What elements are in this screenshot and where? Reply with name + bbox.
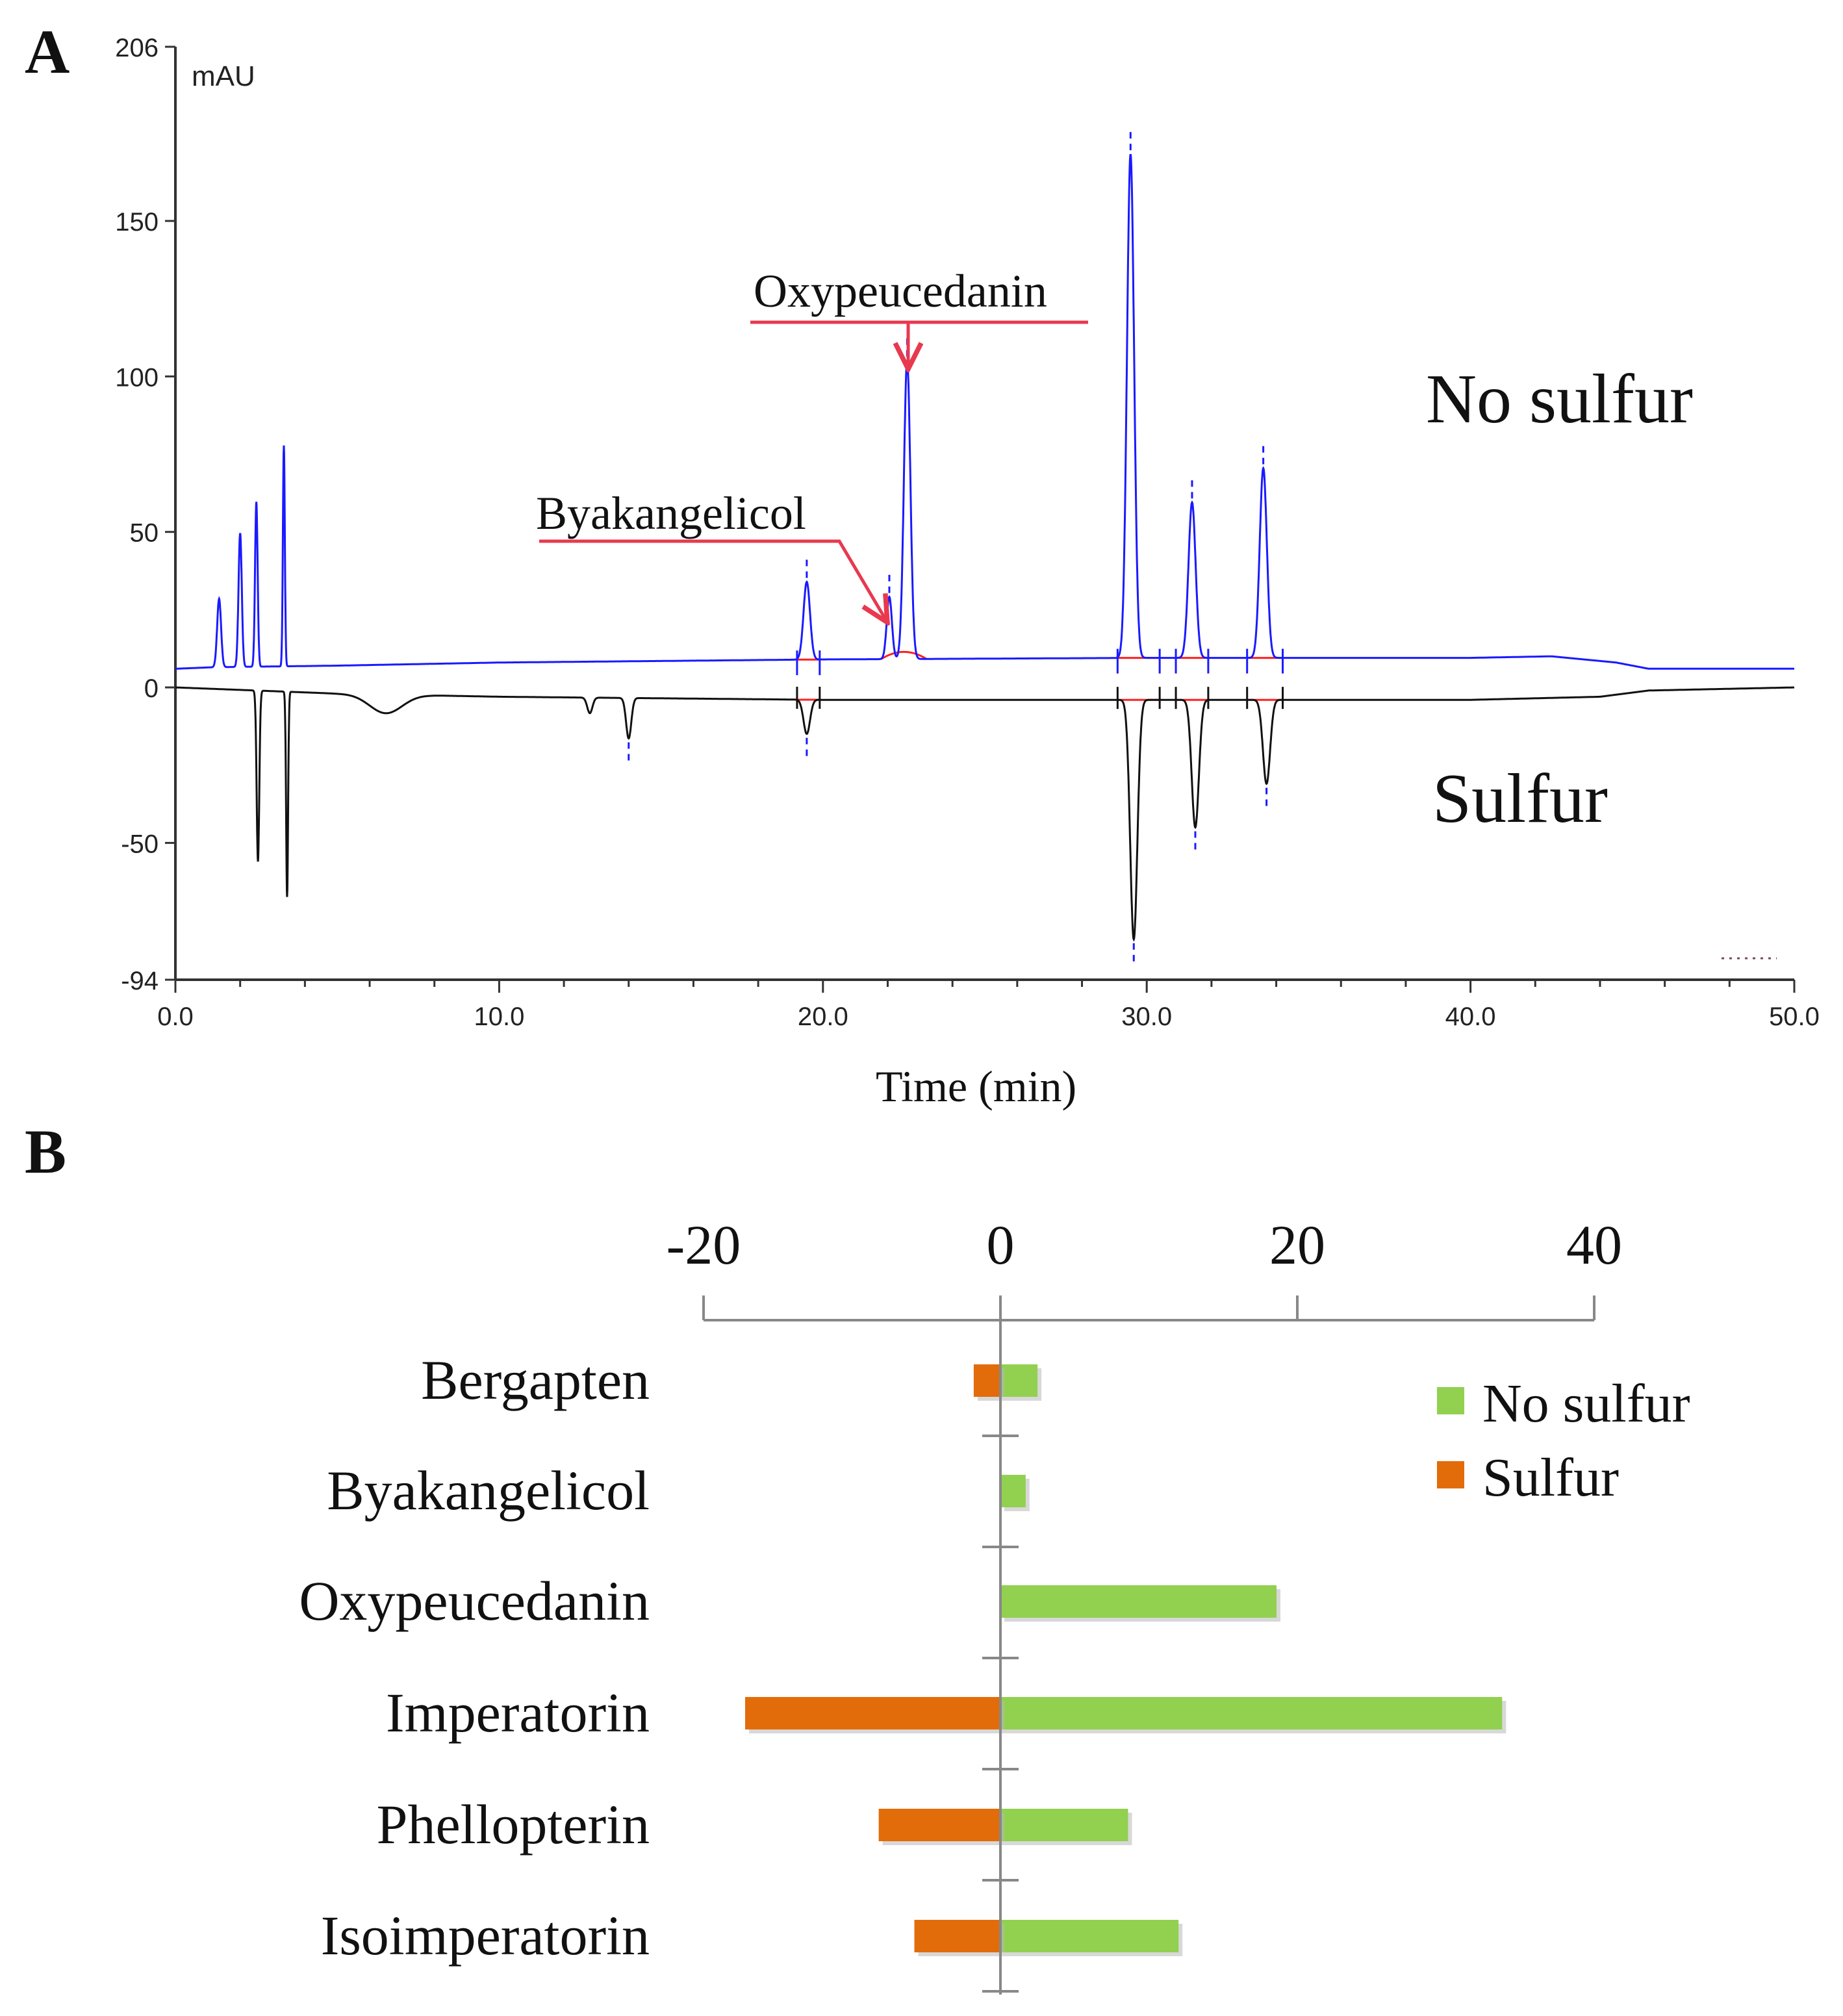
legend-swatch-sulfur: [1437, 1461, 1464, 1488]
series-label-sulfur: Sulfur: [1432, 760, 1608, 837]
category-label: Imperatorin: [386, 1681, 650, 1744]
panel-b-category-labels: Bergapten Byakangelicol Oxypeucedanin Imper…: [299, 1349, 650, 1967]
x-tick-label: 30.0: [1121, 1002, 1172, 1031]
annotation-byakangelicol: Byakangelicol: [536, 487, 806, 539]
category-label: Byakangelicol: [327, 1459, 650, 1522]
panel-a-peak-markers: [628, 128, 1268, 965]
panel-b-zero-axis: [982, 1320, 1019, 1995]
bar-sulfur: [744, 1697, 1000, 1729]
x-tick-label: 40.0: [1445, 1002, 1496, 1031]
y-tick-label: 150: [115, 208, 159, 236]
legend-label-no-sulfur: No sulfur: [1482, 1373, 1690, 1434]
x-tick-label: 0.0: [157, 1002, 194, 1031]
panel-a-y-unit-label: mAU: [192, 60, 255, 92]
x-tick-label: 10.0: [474, 1002, 524, 1031]
y-tick-label: 0: [144, 674, 159, 703]
category-label: Isoimperatorin: [321, 1904, 650, 1967]
series-label-no-sulfur: No sulfur: [1426, 361, 1693, 438]
bar-no-sulfur: [1000, 1697, 1503, 1729]
panel-a-letter: A: [25, 17, 70, 86]
annotation-byakangelicol-arrow: [539, 539, 887, 622]
bar-no-sulfur: [1000, 1920, 1179, 1952]
x-tick-label: 0: [987, 1214, 1015, 1276]
integration-baseline: [880, 650, 928, 660]
panel-a-chromatogram: A 206 150 100 50 0 -50 -94 0.0 10.0 20.0 30.0 40.0…: [25, 17, 1820, 1111]
x-tick-label: 20.0: [798, 1002, 848, 1031]
y-tick-label: 206: [115, 34, 159, 62]
panel-b-bar-chart: B -20 0 20 40 Bergapten Byakangelicol Oxypeuc…: [25, 1117, 1690, 1995]
bar-sulfur: [973, 1364, 1000, 1397]
panel-b-legend: No sulfur Sulfur: [1437, 1373, 1690, 1508]
panel-b-letter: B: [25, 1117, 66, 1186]
x-tick-label: 40: [1566, 1214, 1622, 1276]
bar-sulfur: [878, 1809, 1000, 1841]
panel-a-x-ticks: 0.0 10.0 20.0 30.0 40.0 50.0: [157, 980, 1820, 1031]
x-tick-label: 20: [1269, 1214, 1325, 1276]
x-tick-label: 50.0: [1769, 1002, 1820, 1031]
category-label: Bergapten: [421, 1349, 650, 1411]
category-label: Phellopterin: [377, 1793, 650, 1856]
y-tick-label: -94: [121, 967, 159, 995]
chromatogram-trace-no-sulfur: [175, 154, 1794, 670]
panel-b-x-axis: -20 0 20 40: [667, 1214, 1622, 1321]
legend-label-sulfur: Sulfur: [1482, 1448, 1619, 1508]
annotation-oxypeucedanin: Oxypeucedanin: [754, 265, 1047, 317]
y-tick-label: -50: [121, 830, 159, 858]
x-tick-label: -20: [667, 1214, 741, 1276]
panel-a-x-axis-title: Time (min): [876, 1062, 1076, 1111]
bar-no-sulfur: [1000, 1475, 1026, 1507]
bar-no-sulfur: [1000, 1809, 1128, 1841]
bar-sulfur: [914, 1920, 1000, 1952]
category-label: Oxypeucedanin: [299, 1570, 650, 1632]
legend-swatch-no-sulfur: [1437, 1387, 1464, 1414]
panel-a-integration-windows: [796, 648, 1284, 709]
y-tick-label: 100: [115, 363, 159, 392]
panel-a-y-ticks: 206 150 100 50 0 -50 -94: [115, 34, 175, 995]
y-tick-label: 50: [130, 519, 159, 548]
bar-no-sulfur: [1000, 1585, 1277, 1618]
chromatogram-trace-sulfur: [175, 686, 1794, 942]
bar-no-sulfur: [1000, 1364, 1038, 1397]
panel-b-bars: [744, 1364, 1506, 1956]
